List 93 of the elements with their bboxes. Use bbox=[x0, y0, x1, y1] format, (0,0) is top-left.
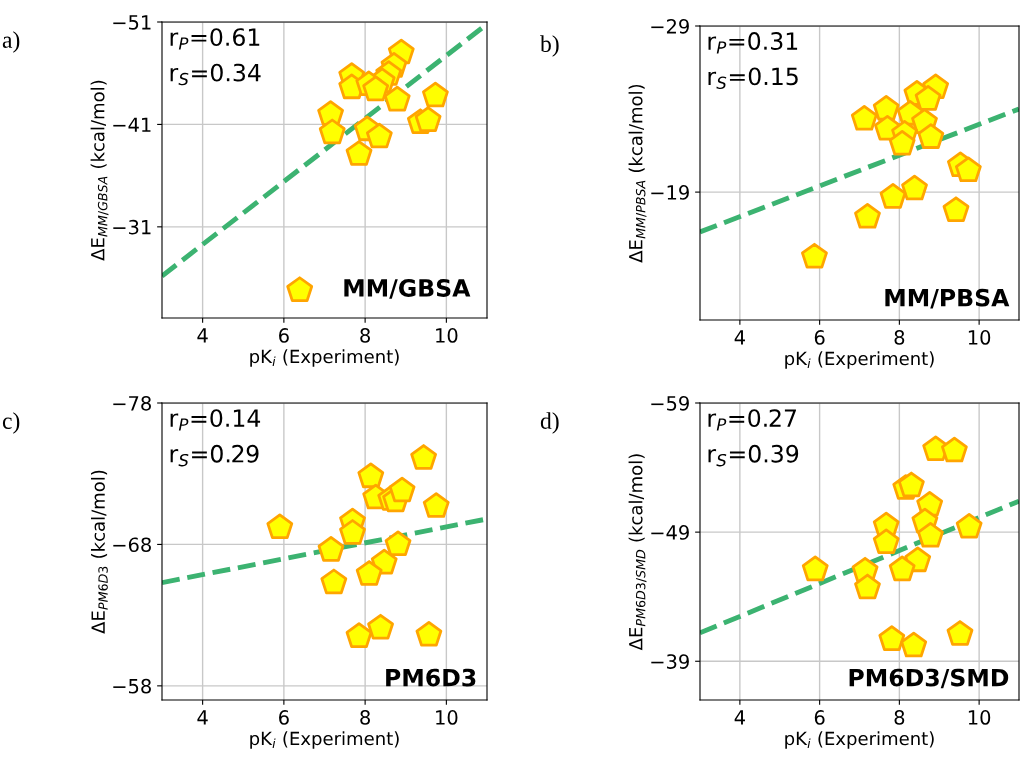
x-axis-title: pK$_{i}$ (Experiment) bbox=[250, 349, 399, 367]
point bbox=[854, 203, 881, 229]
point bbox=[367, 613, 394, 640]
x-tick-label: 8 bbox=[360, 328, 370, 343]
point bbox=[942, 196, 970, 222]
point bbox=[383, 85, 411, 112]
y-axis-title: ΔE$_{MM/GBSA}$ (kcal/mol) bbox=[90, 80, 109, 261]
point bbox=[339, 519, 366, 545]
annotation: r$_{P}$=0.61 bbox=[170, 28, 260, 50]
point bbox=[345, 140, 373, 166]
y-axis-title: ΔE$_{PM6D3}$ (kcal/mol) bbox=[90, 470, 108, 634]
point bbox=[878, 625, 906, 651]
y-axis-title: ΔE$_{MM/PBSA}$ (kcal/mol) bbox=[628, 84, 647, 263]
point bbox=[897, 471, 925, 498]
point bbox=[888, 555, 916, 582]
point bbox=[318, 118, 346, 145]
point bbox=[362, 75, 390, 102]
point bbox=[941, 436, 968, 463]
point bbox=[266, 513, 294, 540]
point bbox=[946, 620, 974, 646]
point bbox=[345, 622, 373, 648]
point bbox=[879, 183, 907, 209]
x-axis-title: pK$_{i}$ (Experiment) bbox=[250, 731, 399, 749]
annotation: r$_{P}$=0.27 bbox=[708, 409, 796, 431]
point bbox=[850, 105, 878, 131]
x-tick-label: 8 bbox=[894, 330, 905, 345]
text: b) bbox=[540, 35, 559, 57]
legend-label: MM/GBSA bbox=[344, 279, 471, 299]
annotation: r$_{P}$=0.14 bbox=[170, 409, 261, 431]
y-tick-label: −49 bbox=[651, 525, 689, 540]
point bbox=[365, 122, 393, 149]
point bbox=[317, 536, 345, 562]
y-tick-label: −68 bbox=[113, 537, 151, 553]
x-tick-label: 10 bbox=[436, 710, 458, 725]
point bbox=[320, 568, 348, 595]
x-tick-label: 6 bbox=[814, 330, 825, 345]
x-tick-label: 10 bbox=[968, 710, 991, 725]
annotation: r$_{S}$=0.29 bbox=[170, 444, 259, 467]
x-tick-label: 10 bbox=[968, 330, 991, 345]
point bbox=[410, 444, 438, 470]
point bbox=[801, 242, 828, 269]
annotation: r$_{S}$=0.15 bbox=[708, 67, 798, 90]
point bbox=[801, 555, 829, 582]
x-tick-label: 6 bbox=[279, 328, 289, 343]
point bbox=[955, 512, 983, 539]
point bbox=[415, 620, 443, 647]
y-tick-label: −58 bbox=[113, 678, 151, 694]
x-tick-label: 6 bbox=[814, 710, 825, 725]
annotation: PM6D3 bbox=[386, 668, 476, 687]
point bbox=[388, 476, 416, 503]
y-tick-label: −19 bbox=[651, 185, 689, 200]
text: c) bbox=[2, 412, 20, 434]
annotation: MM/PBSA bbox=[885, 288, 1010, 309]
annotation: r$_{S}$=0.34 bbox=[170, 63, 261, 86]
point bbox=[917, 123, 945, 149]
annotation: r$_{P}$=0.31 bbox=[708, 32, 798, 54]
y-tick-label: −29 bbox=[651, 18, 689, 34]
y-tick-label: −31 bbox=[113, 219, 151, 235]
point bbox=[900, 631, 928, 658]
y-tick-label: −39 bbox=[651, 654, 689, 669]
annotation: PM6D3/SMD bbox=[849, 668, 1009, 689]
x-tick-label: 6 bbox=[279, 710, 289, 725]
point bbox=[914, 85, 942, 111]
point bbox=[888, 129, 916, 156]
point bbox=[384, 530, 412, 557]
x-axis-title: pK$_{i}$ (Experiment) bbox=[785, 731, 934, 749]
y-tick-label: −51 bbox=[113, 15, 151, 30]
x-tick-label: 8 bbox=[894, 710, 905, 725]
y-tick-label: −41 bbox=[113, 117, 151, 132]
x-tick-label: 4 bbox=[197, 710, 208, 725]
x-tick-label: 4 bbox=[734, 710, 745, 725]
text: d) bbox=[540, 412, 559, 434]
point bbox=[357, 462, 385, 489]
point bbox=[872, 95, 900, 121]
x-tick-label: 4 bbox=[197, 328, 208, 343]
x-tick-label: 8 bbox=[360, 710, 370, 725]
y-tick-label: −78 bbox=[113, 395, 151, 411]
point bbox=[901, 174, 928, 201]
x-tick-label: 10 bbox=[436, 328, 458, 343]
point bbox=[422, 492, 450, 518]
point bbox=[854, 573, 881, 600]
x-axis-title: pK$_{i}$ (Experiment) bbox=[785, 351, 934, 369]
annotation: r$_{S}$=0.39 bbox=[708, 444, 799, 467]
point bbox=[355, 560, 383, 586]
point bbox=[414, 106, 442, 132]
x-tick-label: 4 bbox=[734, 330, 745, 345]
point bbox=[917, 522, 944, 548]
y-tick-label: −59 bbox=[651, 395, 689, 411]
point bbox=[872, 528, 900, 555]
point bbox=[954, 156, 982, 183]
y-axis-title: ΔE$_{PM6D3/SMD}$ (kcal/mol) bbox=[628, 454, 647, 651]
point bbox=[422, 81, 449, 108]
text: a) bbox=[2, 31, 20, 53]
